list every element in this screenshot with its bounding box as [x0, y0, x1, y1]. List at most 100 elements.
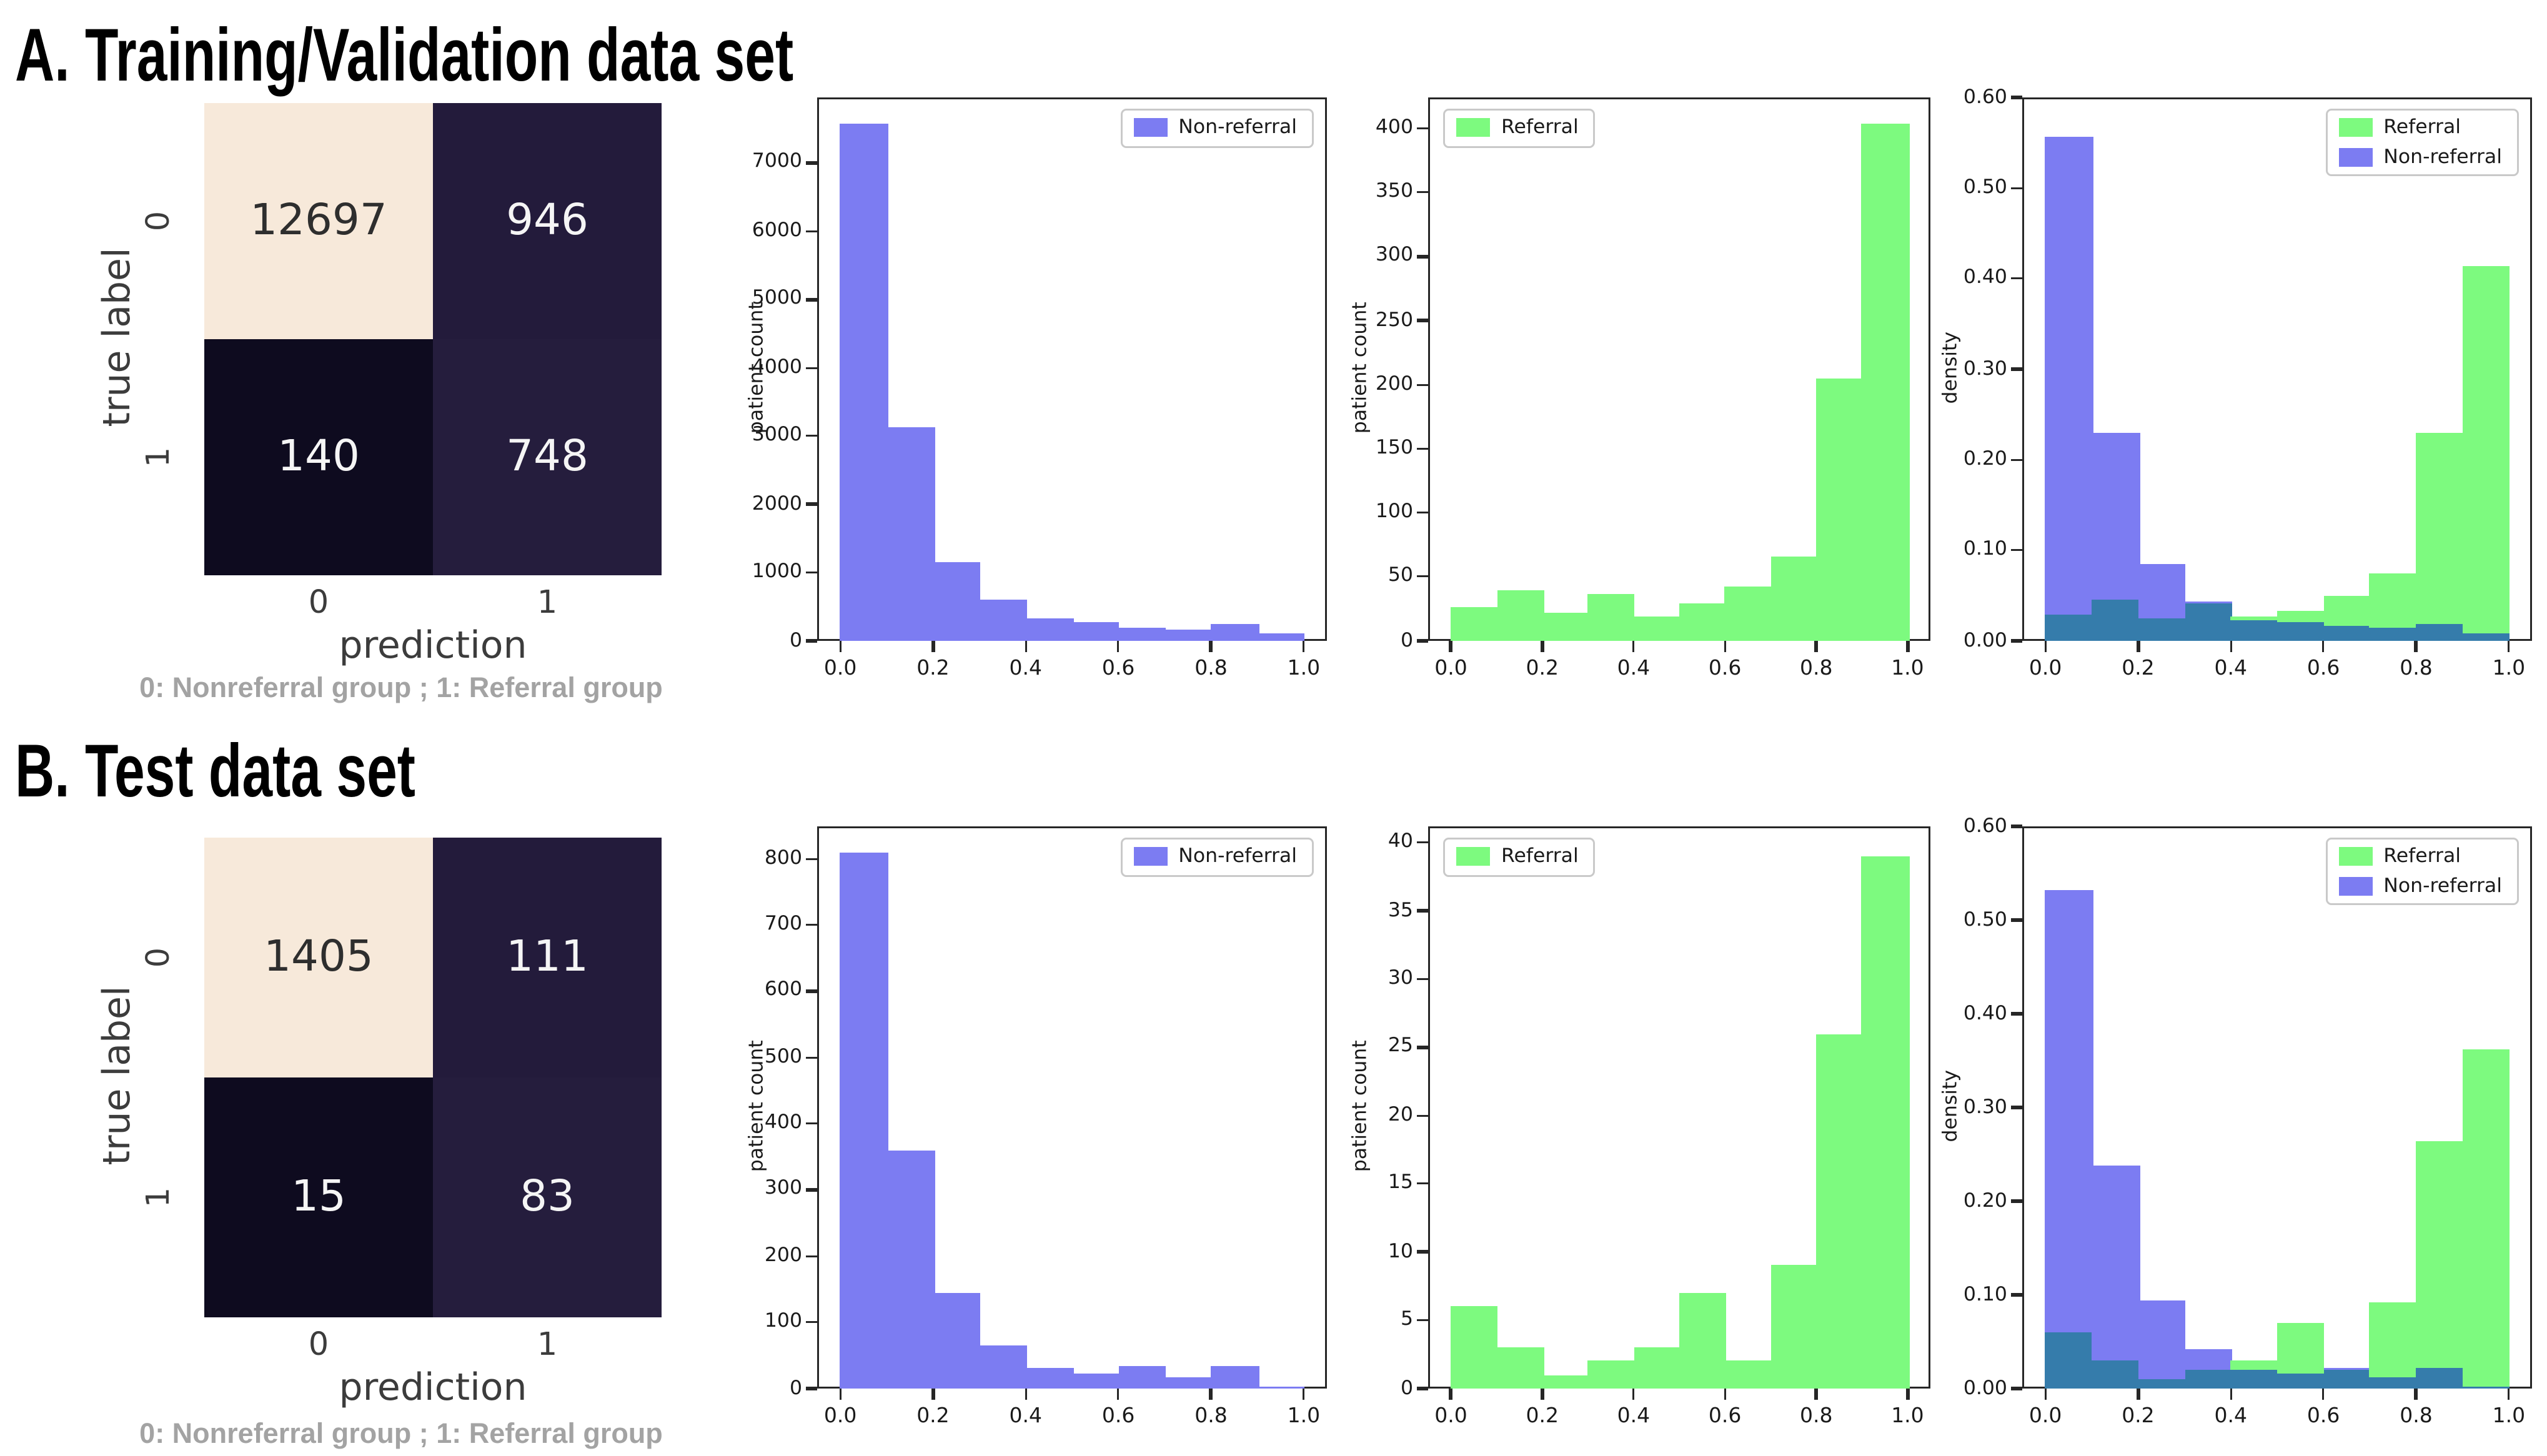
matrix-cell: 1405	[204, 838, 433, 1077]
y-axis-tick	[2011, 367, 2022, 371]
y-axis-tick	[806, 366, 817, 369]
x-axis-tick	[2507, 1389, 2510, 1400]
x-tick-label: 0.8	[1194, 1404, 1228, 1428]
x-axis-tick	[838, 641, 842, 652]
x-axis-tick	[2322, 641, 2325, 652]
y-tick-label: 35	[1388, 898, 1413, 921]
x-axis-tick	[1723, 641, 1727, 652]
x-tick-label: 1.0	[1891, 656, 1924, 680]
legend-item: Non-referral	[2338, 147, 2502, 167]
y-axis-tick	[806, 503, 817, 506]
hist-bar	[1770, 556, 1818, 641]
y-tick-label: 100	[1375, 500, 1413, 523]
section-b-title: B. Test data set	[15, 731, 564, 813]
y-axis-tick	[2011, 1199, 2022, 1203]
y-axis-tick	[806, 1122, 817, 1126]
x-tick-label: 0.6	[1101, 656, 1135, 680]
x-axis-tick	[1723, 1389, 1727, 1400]
x-axis-tick	[1632, 1389, 1635, 1400]
y-axis-tick	[2011, 1012, 2022, 1016]
hist-bar	[1633, 1347, 1681, 1389]
x-tick-label: 0.4	[2214, 656, 2248, 680]
matrix-x-tick-label: 0	[308, 1327, 329, 1364]
hist-bar	[1770, 1265, 1818, 1389]
y-tick-label: 0.50	[1963, 176, 2007, 199]
legend-item: Non-referral	[1133, 118, 1297, 138]
y-tick-label: 0.30	[1963, 1095, 2007, 1118]
y-tick-label: 0.40	[1963, 1001, 2007, 1024]
hist-bar-overlap	[2092, 1359, 2140, 1389]
y-axis-tick	[1417, 841, 1428, 844]
hist-bar-overlap	[2184, 603, 2232, 641]
x-axis-tick	[1449, 1389, 1452, 1400]
y-axis-tick	[806, 1188, 817, 1192]
y-tick-label: 50	[1388, 564, 1413, 587]
legend: Non-referral	[1120, 838, 1314, 876]
y-axis-tick	[1417, 1114, 1428, 1117]
hist-bar	[2370, 1302, 2418, 1377]
legend-label: Referral	[2383, 845, 2461, 868]
legend-item: Non-referral	[2338, 876, 2502, 896]
hist-bar-overlap	[2138, 1379, 2186, 1389]
hist-bar	[840, 123, 888, 641]
hist-bar	[1725, 585, 1772, 641]
legend-swatch	[1133, 847, 1168, 866]
y-axis-tick	[806, 161, 817, 164]
hist-bar	[1451, 1306, 1498, 1389]
legend: Referral	[1443, 109, 1596, 147]
section-b-caption: 0: Nonreferral group ; 1: Referral group	[139, 1419, 663, 1450]
legend: Referral Non-referral	[2325, 109, 2519, 176]
hist-bar	[1542, 1375, 1589, 1389]
legend-label: Referral	[1501, 116, 1579, 139]
y-axis-tick	[2011, 1387, 2022, 1390]
y-axis-tick	[1417, 1046, 1428, 1049]
legend-label: Non-referral	[1178, 116, 1297, 139]
x-axis-tick	[2322, 1389, 2325, 1400]
x-axis-tick	[1815, 1389, 1818, 1400]
matrix-cell: 12697	[204, 103, 433, 339]
y-tick-label: 200	[1375, 372, 1413, 395]
x-axis-tick	[2229, 1389, 2232, 1400]
y-axis-tick	[806, 639, 817, 643]
y-tick-label: 0.30	[1963, 357, 2007, 380]
y-tick-label: 5	[1400, 1308, 1413, 1331]
y-axis-tick	[806, 1254, 817, 1258]
x-axis-tick	[1906, 641, 1909, 652]
hist-bar	[2277, 1322, 2325, 1373]
x-axis-tick	[2043, 641, 2047, 652]
matrix-y-tick-label: 0	[141, 947, 178, 968]
legend-swatch	[1133, 118, 1168, 137]
hist-bar	[2416, 432, 2464, 624]
hist-bar-overlap	[2045, 1331, 2093, 1389]
hist-bar	[1072, 1373, 1120, 1389]
y-tick-label: 20	[1388, 1103, 1413, 1126]
x-axis-tick	[1117, 1389, 1120, 1400]
x-axis-tick	[1541, 641, 1544, 652]
x-tick-label: 0.2	[916, 1404, 950, 1428]
matrix-cell: 111	[433, 838, 662, 1077]
section-a-title-text: A. Training/Validation data set	[15, 15, 794, 97]
hist-bar	[1257, 1387, 1305, 1389]
y-tick-label: 350	[1375, 180, 1413, 203]
x-tick-label: 0.8	[2400, 656, 2433, 680]
matrix-cell: 15	[204, 1077, 433, 1317]
y-axis-tick	[806, 230, 817, 233]
hist-bar	[2370, 573, 2418, 628]
y-axis-tick	[1417, 319, 1428, 322]
hist-bar-overlap	[2323, 626, 2371, 641]
y-tick-label: 300	[1375, 244, 1413, 267]
x-tick-label: 1.0	[2492, 1404, 2526, 1428]
y-axis-tick	[1417, 383, 1428, 386]
x-tick-label: 0.8	[1799, 656, 1833, 680]
y-tick-label: 1000	[752, 560, 802, 583]
y-tick-label: 400	[764, 1111, 802, 1134]
matrix-x-tick-label: 1	[537, 585, 558, 622]
y-axis-tick	[1417, 511, 1428, 514]
y-tick-label: 40	[1388, 830, 1413, 853]
legend-item: Referral	[1456, 847, 1579, 867]
x-tick-label: 0.4	[1009, 656, 1043, 680]
x-tick-label: 0.2	[1526, 656, 1559, 680]
hist-bar	[2323, 1368, 2371, 1370]
hist-bar	[1633, 617, 1681, 641]
hist-bar	[1862, 856, 1909, 1389]
